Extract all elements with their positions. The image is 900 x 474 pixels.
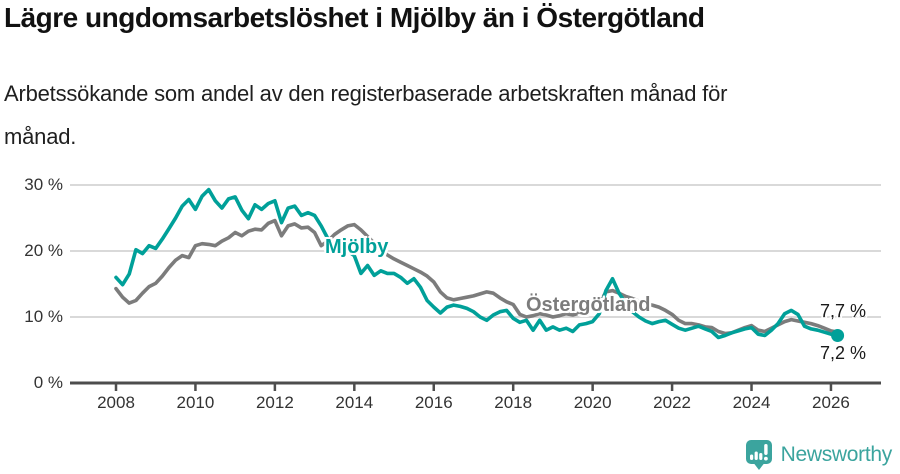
x-tick-label-2010: 2010 (176, 393, 215, 412)
series-line-stergtland (114, 218, 840, 336)
newsworthy-wordmark: Newsworthy (780, 443, 893, 466)
series-end-dot (831, 328, 845, 342)
x-tick-label-2016: 2016 (414, 393, 453, 412)
x-tick-label-2008: 2008 (97, 393, 135, 412)
x-tick-label-2022: 2022 (653, 393, 691, 412)
y-tick-label-30: 30 % (24, 175, 63, 194)
y-tick-label-20: 20 % (24, 241, 63, 260)
series-line-mjlby (114, 187, 840, 340)
series-label-mjolby: Mjölby (325, 236, 389, 258)
x-tick-label-2014: 2014 (335, 393, 374, 412)
chart-title: Lägre ungdomsarbetslöshet i Mjölby än i … (4, 2, 705, 33)
x-tick-label-2024: 2024 (732, 393, 771, 412)
x-tick-label-2020: 2020 (573, 393, 612, 412)
y-tick-label-0: 0 % (33, 373, 63, 392)
chart-subtitle: Arbetssökande som andel av den registerb… (4, 81, 728, 149)
series-label-ostergotland: Östergötland (526, 294, 651, 316)
newsworthy-icon (745, 440, 772, 470)
x-tick-label-2026: 2026 (812, 393, 850, 412)
end-value-ostergotland: 7,7 % (819, 301, 866, 321)
x-tick-label-2012: 2012 (255, 393, 294, 412)
y-tick-label-10: 10 % (24, 307, 63, 326)
end-value-mjolby: 7,2 % (819, 343, 866, 363)
x-tick-label-2018: 2018 (494, 393, 533, 412)
newsworthy-logo[interactable]: Newsworthy (745, 438, 892, 472)
